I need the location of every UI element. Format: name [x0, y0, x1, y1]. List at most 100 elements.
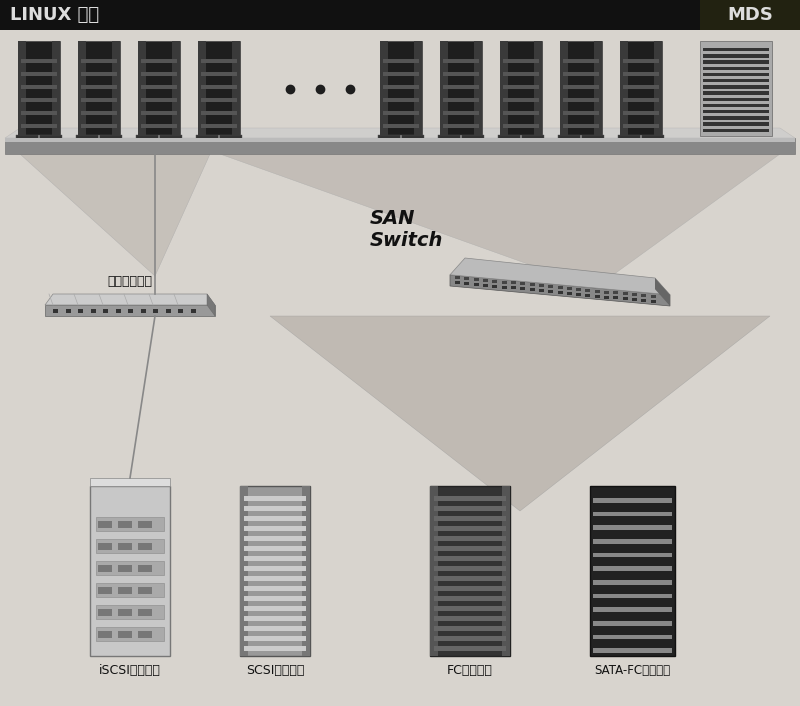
- Bar: [201, 124, 237, 128]
- Bar: [623, 124, 659, 128]
- Bar: [703, 73, 769, 76]
- Bar: [141, 72, 177, 76]
- Bar: [90, 486, 170, 656]
- Bar: [703, 122, 769, 126]
- Bar: [622, 292, 628, 295]
- Bar: [201, 72, 237, 76]
- Text: SATA-FC磁盘阵列: SATA-FC磁盘阵列: [594, 664, 670, 677]
- Bar: [703, 79, 769, 83]
- Bar: [474, 278, 478, 281]
- Bar: [474, 283, 478, 286]
- Bar: [492, 285, 498, 287]
- Bar: [81, 85, 117, 89]
- Bar: [53, 41, 60, 136]
- Bar: [118, 521, 132, 528]
- Polygon shape: [655, 278, 670, 306]
- Bar: [21, 124, 57, 128]
- Bar: [623, 85, 659, 89]
- Bar: [511, 282, 516, 285]
- Bar: [703, 128, 769, 132]
- Text: iSCSI磁盘阵列: iSCSI磁盘阵列: [99, 664, 161, 677]
- Bar: [138, 521, 152, 528]
- Bar: [141, 59, 177, 63]
- Bar: [503, 59, 539, 63]
- Bar: [703, 48, 769, 52]
- Bar: [118, 631, 132, 638]
- Bar: [244, 546, 306, 551]
- Bar: [115, 309, 121, 313]
- Bar: [500, 41, 507, 136]
- Bar: [96, 605, 164, 619]
- Bar: [502, 280, 506, 284]
- Bar: [380, 41, 387, 136]
- Bar: [563, 59, 599, 63]
- Bar: [78, 41, 120, 136]
- Bar: [244, 556, 306, 561]
- Bar: [593, 559, 672, 564]
- Polygon shape: [450, 258, 670, 295]
- Bar: [178, 309, 183, 313]
- Bar: [586, 289, 590, 292]
- Bar: [500, 41, 542, 136]
- Bar: [511, 287, 516, 289]
- Bar: [81, 98, 117, 102]
- Bar: [443, 59, 479, 63]
- Bar: [567, 292, 572, 295]
- Bar: [560, 41, 567, 136]
- Bar: [244, 515, 306, 521]
- Bar: [434, 616, 506, 621]
- Bar: [103, 309, 108, 313]
- Bar: [434, 505, 506, 511]
- Bar: [474, 41, 482, 136]
- Bar: [434, 575, 506, 581]
- Bar: [590, 486, 675, 656]
- Bar: [593, 512, 672, 516]
- Bar: [138, 609, 152, 616]
- Bar: [244, 595, 306, 601]
- Text: LINUX 群集: LINUX 群集: [10, 6, 99, 24]
- Bar: [190, 309, 195, 313]
- Bar: [98, 565, 112, 572]
- Bar: [383, 111, 419, 115]
- Bar: [90, 309, 95, 313]
- Bar: [414, 41, 422, 136]
- Bar: [173, 41, 180, 136]
- Polygon shape: [5, 138, 795, 154]
- Bar: [434, 525, 506, 531]
- Text: SCSI磁盘阵列: SCSI磁盘阵列: [246, 664, 304, 677]
- Bar: [530, 288, 534, 292]
- Bar: [244, 496, 306, 501]
- Bar: [430, 486, 438, 656]
- Bar: [654, 41, 662, 136]
- Bar: [196, 135, 242, 140]
- Bar: [632, 298, 637, 301]
- Bar: [434, 515, 506, 521]
- Bar: [593, 498, 672, 503]
- Bar: [703, 110, 769, 114]
- Bar: [650, 300, 656, 303]
- Bar: [118, 587, 132, 594]
- Bar: [576, 288, 581, 291]
- Bar: [498, 135, 544, 140]
- Bar: [703, 66, 769, 70]
- Bar: [438, 135, 484, 140]
- Bar: [443, 98, 479, 102]
- Bar: [604, 296, 609, 299]
- Text: FC磁盘阵列: FC磁盘阵列: [447, 664, 493, 677]
- Bar: [18, 41, 26, 136]
- Bar: [593, 614, 672, 619]
- Polygon shape: [450, 275, 670, 306]
- Polygon shape: [220, 154, 780, 288]
- Bar: [503, 124, 539, 128]
- Bar: [703, 97, 769, 101]
- Bar: [593, 491, 672, 496]
- Text: 以太网交换机: 以太网交换机: [107, 275, 153, 288]
- Bar: [98, 609, 112, 616]
- Bar: [244, 566, 306, 571]
- Bar: [586, 294, 590, 297]
- Bar: [81, 124, 117, 128]
- Bar: [383, 85, 419, 89]
- Bar: [118, 565, 132, 572]
- Bar: [563, 72, 599, 76]
- Bar: [618, 135, 664, 140]
